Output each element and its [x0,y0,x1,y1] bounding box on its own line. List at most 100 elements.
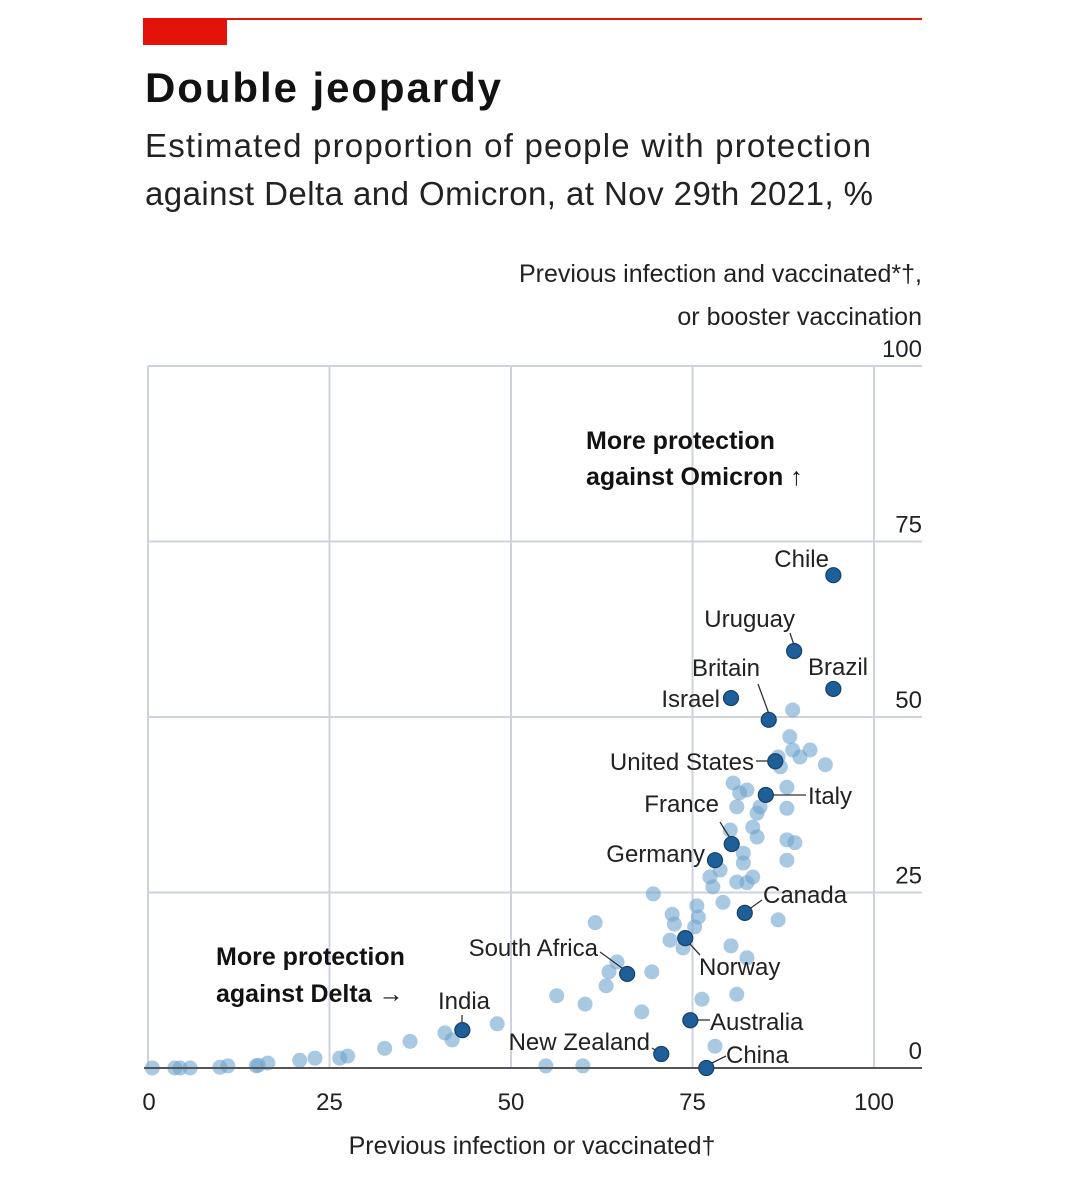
data-point [340,1048,356,1064]
data-point [634,1004,650,1020]
grid [147,365,922,1068]
y-axis-label-line2: or booster vaccination [677,303,922,331]
label-france: France [644,791,719,818]
data-point [694,991,710,1007]
data-point [705,879,721,895]
data-point [292,1052,308,1068]
label-germany: Germany [606,841,705,868]
data-point [707,1038,723,1054]
data-point [723,938,739,954]
data-point-france [723,835,740,853]
annotation-omicron-line1: More protection [586,427,775,455]
data-point [745,869,761,885]
data-point [722,822,738,838]
data-point [575,1058,591,1074]
data-point [735,855,751,871]
data-point-india [454,1021,471,1039]
data-point-canada [736,904,753,921]
data-point-germany [706,852,724,869]
data-point-chile [825,567,842,584]
data-point [779,779,795,795]
data-point [598,978,614,994]
data-point [749,829,765,845]
label-australia: Australia [710,1009,804,1036]
data-point [732,785,748,801]
x-tick-label: 50 [498,1089,525,1116]
label-china: China [726,1042,789,1069]
data-point-australia [682,1012,699,1029]
data-point [729,986,745,1002]
chart-title: Double jeopardy [145,64,502,111]
leader-line-china [709,1055,727,1065]
chart-subtitle-line1: Estimated proportion of people with prot… [145,127,871,164]
data-point [402,1033,418,1049]
data-point [779,852,795,868]
chart-subtitle-line2: against Delta and Omicron, at Nov 29th 2… [145,175,873,212]
brand-tag [143,18,227,45]
data-point [587,915,603,931]
data-point [779,800,795,816]
data-point-china [698,1059,715,1077]
data-point [220,1058,236,1074]
other-points [144,702,833,1076]
leader-line-britain [757,683,770,715]
data-point [489,1016,505,1032]
label-india: India [438,988,491,1015]
leader-line-norway [688,942,701,956]
data-point-italy [757,786,774,804]
label-italy: Italy [808,783,852,810]
data-point [609,954,625,970]
data-point [644,964,660,980]
data-point [662,932,678,948]
y-tick-label: 25 [895,863,922,890]
data-point [689,898,705,914]
label-uruguay: Uruguay [704,606,795,633]
x-tick-label: 100 [854,1089,894,1116]
x-tick-label: 25 [316,1089,343,1116]
data-point [770,912,786,928]
data-point-norway [677,930,694,947]
data-point [715,894,731,910]
label-britain: Britain [692,655,760,682]
data-point [749,805,765,821]
data-point-new-zealand [653,1045,670,1063]
label-chile: Chile [774,546,829,573]
leader-line-south-africa [599,951,623,969]
y-tick-label: 50 [895,687,922,714]
y-tick-label: 100 [882,336,922,363]
label-canada: Canada [763,882,848,909]
country-labels: Chile Uruguay Brazil Israel Britain United St… [438,546,868,1069]
y-tick-label: 75 [895,512,922,539]
annotation-delta-line2: against Delta → [216,980,404,1008]
data-point [577,996,593,1012]
data-point [645,886,661,902]
annotation-delta-line1: More protection [216,943,405,971]
label-brazil: Brazil [808,654,868,681]
data-point [739,950,755,966]
data-point-israel [722,689,740,707]
data-point-uruguay [786,642,803,660]
x-tick-label: 0 [142,1089,155,1116]
annotation-omicron-line2: against Omicron ↑ [586,463,803,491]
label-new-zealand: New Zealand [509,1029,650,1056]
data-point-brazil [825,680,842,698]
data-point-britain [760,711,777,728]
data-point [260,1055,276,1071]
data-point [538,1058,554,1074]
label-israel: Israel [661,686,720,713]
x-axis-label: Previous infection or vaccinated† [349,1132,716,1160]
highlighted-points [454,567,842,1077]
data-point [307,1050,323,1066]
tick-labels: 0 25 50 75 100 0 25 50 75 100 [142,336,922,1116]
data-point [817,757,833,773]
y-axis-label-line1: Previous infection and vaccinated*†, [519,260,922,288]
data-point [802,742,818,758]
label-united-states: United States [610,749,754,776]
data-point [782,729,798,745]
data-point-south-africa [619,965,636,983]
data-point [444,1032,460,1048]
data-point [729,799,745,815]
label-south-africa: South Africa [469,935,599,962]
x-tick-label: 75 [679,1089,706,1116]
